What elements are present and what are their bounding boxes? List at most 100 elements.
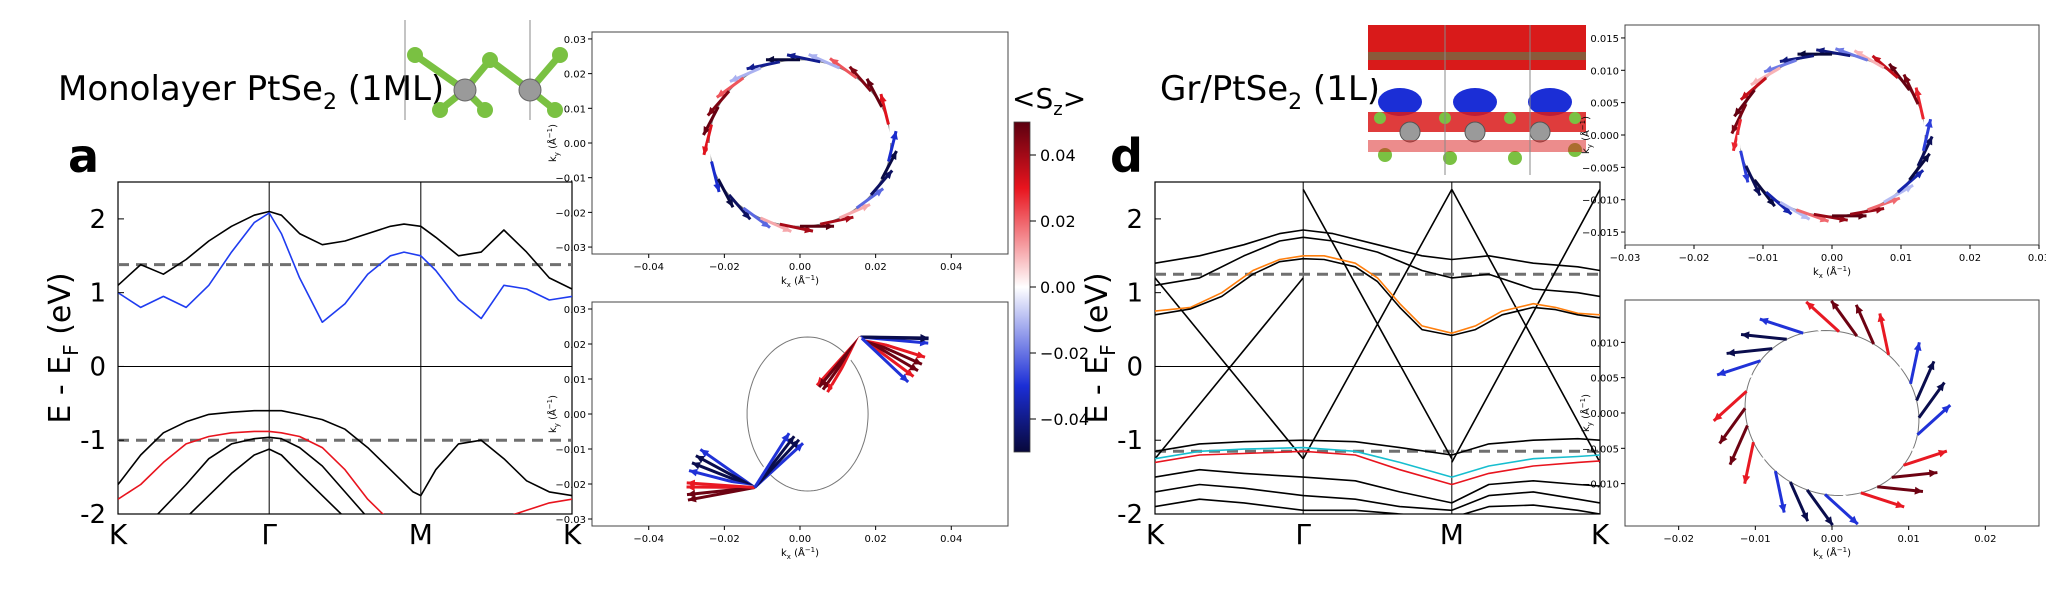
spin-arrow-head: [1734, 159, 1743, 168]
y-axis-label-close: ): [1581, 116, 1592, 120]
spin-arrow-head: [823, 380, 831, 390]
y-axis-label: ky (Å−1): [546, 124, 561, 162]
y-tick-label: −0.01: [555, 174, 586, 185]
y-tick-label: 0: [89, 352, 106, 382]
x-axis-label-close: ): [815, 276, 819, 287]
spin-arrow-head: [782, 224, 792, 232]
y-tick-label: −0.03: [555, 515, 586, 526]
x-tick-label: −0.01: [1740, 534, 1771, 545]
x-axis-label-close: ): [815, 548, 819, 559]
spin-arrow-head: [1719, 434, 1728, 444]
x-axis-label-main: k: [1813, 267, 1819, 278]
x-tick-label: 0.01: [1898, 534, 1920, 545]
spin-arrow-head: [890, 131, 898, 140]
spin-arrow-head: [1742, 173, 1750, 183]
spin-arrow-head: [886, 111, 895, 120]
y-axis-label-end: (eV): [43, 272, 78, 344]
x-tick-label: −0.04: [633, 262, 664, 273]
spin-arrow-head: [1778, 503, 1787, 513]
spin-arrow-head: [912, 357, 922, 365]
y-axis-label: ky (Å−1): [1579, 394, 1594, 432]
x-axis-label-main: k: [1813, 548, 1819, 559]
spin-arrow-head: [746, 63, 756, 71]
y-tick-label: 2: [1126, 205, 1143, 235]
y-tick-label: -2: [80, 500, 106, 530]
spin-arrow-head: [883, 170, 893, 180]
band-line: [188, 448, 343, 514]
y-tick-label: −0.02: [555, 208, 586, 219]
band-line: [1302, 189, 1453, 460]
spin-arrow-head: [861, 204, 871, 212]
plot-frame: [1154, 181, 1601, 515]
y-tick-label: 0.005: [1590, 99, 1619, 110]
chart-a: 210-1-2K Γ M KE - EF (eV): [43, 181, 582, 551]
x-axis-label-sub: x: [787, 553, 791, 561]
y-tick-label: −0.02: [555, 480, 586, 491]
spin-arrow-head: [707, 106, 717, 116]
band-line: [118, 210, 572, 290]
x-tick-label: Γ: [261, 518, 277, 551]
title-left: Monolayer PtSe2 (1ML): [58, 69, 444, 115]
y-tick-label: 0.03: [564, 35, 586, 46]
y-tick-label: −0.005: [1582, 444, 1619, 455]
y-axis-label-end: (Å: [1579, 408, 1592, 422]
y-axis-label-sub: y: [553, 152, 561, 156]
spin-arrow-head: [776, 430, 784, 440]
plot-frame: [117, 181, 573, 515]
y-axis-label-sub: F: [59, 344, 83, 356]
spin-arrow-head: [889, 150, 897, 160]
spin-arrow-head: [1855, 304, 1864, 314]
spin-arrow-head: [1800, 211, 1810, 220]
colorbar-tick-label: −0.02: [1040, 344, 1089, 363]
colorbar-tick-label: 0.00: [1040, 278, 1076, 297]
y-tick-label: 0.010: [1590, 66, 1619, 77]
x-tick-label: 0.00: [1821, 534, 1843, 545]
x-tick-label: M: [409, 518, 433, 551]
y-tick-label: 0.015: [1590, 34, 1619, 45]
colorbar-label: <Sz>: [1012, 82, 1086, 120]
y-axis-label-sub: F: [1096, 344, 1120, 356]
spin-arrow: [830, 336, 862, 396]
x-tick-label: −0.02: [709, 262, 740, 273]
spin-arrow-head: [725, 198, 733, 208]
spin-arrow-head: [1717, 368, 1727, 377]
spin-arrow-head: [713, 183, 721, 192]
y-axis-label-main: k: [1581, 426, 1592, 432]
x-axis-label-sup: −1: [1837, 265, 1847, 273]
y-tick-label: 0.00: [564, 410, 586, 421]
x-tick-label: 0.04: [940, 262, 962, 273]
y-axis-label-main: E - E: [43, 356, 78, 424]
x-tick-label: 0.02: [1959, 253, 1981, 264]
x-axis-label-main: k: [781, 276, 787, 287]
band-line: [1155, 236, 1600, 298]
y-axis-label-sup: −1: [546, 399, 554, 409]
spin-arrow-head: [1903, 74, 1911, 84]
title-right: Gr/PtSe2 (1L): [1160, 69, 1380, 115]
spin-arrow-head: [1734, 107, 1743, 117]
spin-arrow-head: [1824, 516, 1833, 526]
y-tick-label: −0.03: [555, 243, 586, 254]
spin-arrow-head: [1937, 449, 1947, 458]
spin-arrow-head: [1741, 331, 1750, 340]
x-axis-label-sup: −1: [805, 274, 815, 282]
y-axis-label-main: k: [1581, 148, 1592, 154]
y-axis-label: ky (Å−1): [1579, 116, 1594, 154]
y-axis-label: E - EF (eV): [1080, 272, 1120, 423]
y-axis-label-sub: y: [553, 423, 561, 427]
y-tick-label: 0.010: [1590, 338, 1619, 349]
band-line: [1451, 189, 1600, 463]
x-axis-label-sub: x: [787, 281, 791, 289]
spin-arrow-head: [1873, 510, 1883, 518]
spin-arrow-head: [867, 78, 875, 88]
chart-b: −0.04 −0.02 0.00 0.02 0.04 0.03 0.02 0.01 0.00 −0…: [546, 31, 1009, 289]
band-line: [1155, 255, 1600, 334]
spin-arrow: [859, 335, 910, 384]
spin-arrow-head: [786, 436, 795, 446]
spin-arrow-head: [1942, 428, 1952, 436]
y-axis-label-close: ): [1581, 394, 1592, 398]
spin-arrow-head: [1913, 342, 1922, 351]
spin-arrow-head: [1742, 475, 1751, 484]
spin-arrow: [753, 432, 791, 489]
y-tick-label: 0.02: [564, 340, 586, 351]
band-line: [118, 430, 572, 514]
